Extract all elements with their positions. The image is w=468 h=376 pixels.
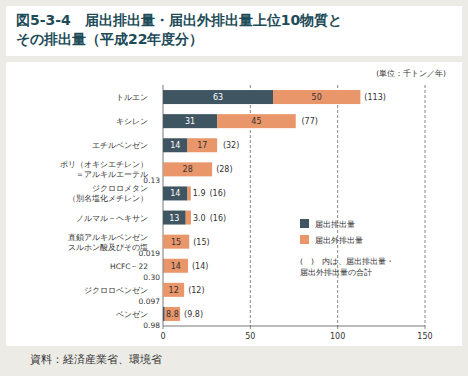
category-label: キシレン: [116, 117, 148, 126]
bar-segment: [163, 186, 187, 200]
total-label: (77): [301, 117, 317, 126]
data-label: 17: [197, 141, 207, 150]
bar-segment: [163, 211, 186, 225]
grid-line: [337, 85, 338, 326]
bar-segment: [163, 162, 212, 176]
category-label: ベンゼン: [116, 310, 148, 319]
data-label: 14: [170, 189, 180, 198]
total-label: (9.8): [184, 310, 203, 319]
data-label: 14: [171, 262, 181, 271]
total-label: (14): [192, 262, 208, 271]
note: ( ) 内は、届出排出量・届出外排出量の合計: [300, 257, 394, 277]
tick-label: 150: [417, 332, 432, 341]
legend-swatch: [300, 235, 309, 244]
bar-segment: [187, 138, 217, 152]
grid-line: [425, 85, 426, 326]
data-label: 15: [171, 238, 181, 247]
total-label: (113): [364, 93, 386, 102]
total-label: (28): [216, 165, 232, 174]
data-label: 0.097: [139, 297, 161, 306]
total-label: (32): [223, 141, 239, 150]
data-label: 0.019: [139, 249, 161, 258]
bar-segment: [163, 114, 217, 128]
category-label: ジクロロメタン（別名塩化メチレン）: [68, 184, 148, 203]
legend-label: 届出排出量: [315, 220, 355, 229]
tick: [163, 326, 164, 329]
data-label: 0.98: [143, 321, 160, 330]
labels: 63 50 (113) 31 45 (77) 14 17 (32) 0.13 28 (28) 14 1.9…: [139, 93, 386, 330]
legend-swatch: [300, 219, 309, 228]
data-label: 12: [169, 286, 179, 295]
category-label: ノルマル－ヘキサン: [76, 214, 148, 223]
bar-segment: [163, 307, 165, 321]
data-label: 50: [312, 93, 322, 102]
category-label: ジクロロベンゼン: [84, 286, 148, 295]
bar-segment: [163, 90, 273, 104]
bar-segment: [164, 259, 188, 273]
category-label: ポリ（オキシエチレン）＝アルキルエーテル: [60, 160, 148, 179]
category-label: 直鎖アルキルベンゼンスルホン酸及びその塩: [68, 233, 148, 252]
title-panel: [6, 6, 462, 56]
total-label: (12): [188, 286, 204, 295]
background: [0, 0, 468, 376]
category-label: エチルベンゼン: [92, 141, 148, 150]
bar-segment: [186, 211, 191, 225]
tick-label: 0: [160, 332, 165, 341]
total-label: (15): [193, 238, 209, 247]
data-label: 0.30: [143, 273, 160, 282]
data-label: 28: [183, 165, 193, 174]
data-label: 0.13: [143, 176, 160, 185]
data-label: 63: [213, 93, 223, 102]
tick-label: 100: [330, 332, 345, 341]
bar-segment: [187, 186, 190, 200]
x-axis: [163, 326, 425, 327]
bar-segment: [163, 138, 187, 152]
total-label: (16): [210, 189, 226, 198]
tick: [425, 326, 426, 329]
unit-note: (単位：千トン／年): [376, 69, 446, 78]
data-label: 14: [170, 141, 180, 150]
total-label: (16): [210, 214, 226, 223]
bar-segment: [217, 114, 296, 128]
plot-panel: [6, 62, 462, 346]
tick: [250, 326, 251, 329]
bar-segment: [273, 90, 360, 104]
bars: [163, 90, 360, 321]
bar-segment: [165, 307, 180, 321]
source: 資料：経済産業省、環境省: [30, 353, 162, 366]
bar-segment: [163, 283, 184, 297]
data-label: 13: [169, 214, 179, 223]
data-label: 31: [185, 117, 195, 126]
tick-label: 50: [245, 332, 255, 341]
data-label: 8.8: [166, 310, 179, 319]
category-label: HCFC－22: [110, 262, 148, 271]
data-label: 1.9: [193, 189, 206, 198]
data-label: 45: [251, 117, 261, 126]
title: 図5-3-4 届出排出量・届出外排出量上位10物質とその排出量（平成22年度分）: [16, 12, 342, 47]
category-label: トルエン: [116, 93, 148, 102]
data-label: 3.0: [193, 214, 206, 223]
tick: [337, 326, 338, 329]
bar-segment: [163, 235, 189, 249]
legend-label: 届出外排出量: [315, 236, 363, 245]
